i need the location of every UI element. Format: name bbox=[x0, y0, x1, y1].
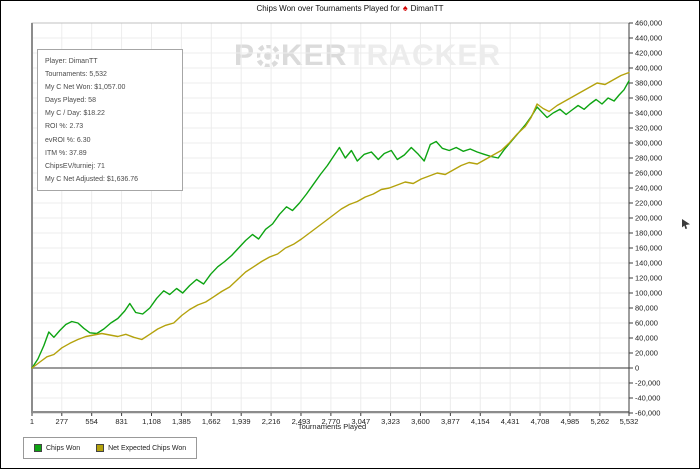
x-tick-label: 4,431 bbox=[501, 417, 520, 426]
y-tick-label: 160,000 bbox=[635, 244, 662, 253]
y-tick-label: 420,000 bbox=[635, 49, 662, 58]
x-tick-label: 277 bbox=[56, 417, 69, 426]
y-tick-label: 260,000 bbox=[635, 169, 662, 178]
legend-box: Chips Won Net Expected Chips Won bbox=[23, 437, 198, 459]
y-tick-label: 0 bbox=[635, 364, 639, 373]
stats-row: ROI %: 2.73 bbox=[45, 123, 84, 131]
pokertracker-watermark: P KER TRACKER bbox=[234, 41, 501, 71]
x-tick-label: 1 bbox=[30, 417, 34, 426]
y-tick-label: 120,000 bbox=[635, 274, 662, 283]
stats-row: Days Played: 58 bbox=[45, 97, 96, 105]
stats-row: ChipsEV/turniej: 71 bbox=[45, 162, 105, 170]
stats-row: evROI %: 6.30 bbox=[45, 136, 91, 144]
poker-chip-icon bbox=[257, 45, 280, 67]
stats-row: My C Net Adjusted: $1,636.76 bbox=[45, 175, 138, 183]
x-tick-label: 1,939 bbox=[232, 417, 251, 426]
legend-item-chips-won[interactable]: Chips Won bbox=[34, 444, 80, 452]
x-tick-label: 2,493 bbox=[292, 417, 311, 426]
y-tick-label: 140,000 bbox=[635, 259, 662, 268]
stats-summary-box: Player: DimanTT Tournaments: 5,532 My C Ne… bbox=[37, 49, 183, 191]
stats-row: My C Net Won: $1,057.00 bbox=[45, 84, 126, 92]
y-tick-label: 280,000 bbox=[635, 154, 662, 163]
y-tick-label: 460,000 bbox=[635, 19, 662, 28]
x-tick-label: 2,770 bbox=[321, 417, 340, 426]
x-tick-label: 554 bbox=[85, 417, 98, 426]
y-tick-label: 440,000 bbox=[635, 34, 662, 43]
x-tick-label: 4,985 bbox=[561, 417, 580, 426]
y-tick-label: 20,000 bbox=[635, 349, 658, 358]
x-tick-label: 5,262 bbox=[590, 417, 609, 426]
chart-title: Chips Won over Tournaments Played for ♠ … bbox=[1, 3, 699, 14]
legend-label: Net Expected Chips Won bbox=[108, 444, 187, 452]
y-tick-label: -40,000 bbox=[635, 394, 660, 403]
x-tick-label: 3,600 bbox=[411, 417, 430, 426]
y-tick-label: 100,000 bbox=[635, 289, 662, 298]
chart-title-text: Chips Won over Tournaments Played for bbox=[256, 4, 400, 13]
watermark-tracker: TRACKER bbox=[347, 39, 502, 72]
stats-row: ITM %: 37.89 bbox=[45, 149, 87, 157]
y-tick-label: 220,000 bbox=[635, 199, 662, 208]
y-tick-label: 80,000 bbox=[635, 304, 658, 313]
stats-row: Player: DimanTT bbox=[45, 58, 98, 65]
series-line-chips-won bbox=[31, 80, 630, 369]
y-tick-label: 380,000 bbox=[635, 79, 662, 88]
x-tick-label: 3,877 bbox=[441, 417, 460, 426]
y-tick-label: 300,000 bbox=[635, 139, 662, 148]
x-tick-label: 5,532 bbox=[620, 417, 639, 426]
x-tick-label: 1,662 bbox=[202, 417, 221, 426]
spade-icon: ♠ bbox=[402, 3, 408, 13]
y-tick-label: -60,000 bbox=[635, 409, 660, 418]
x-axis-title: Tournaments Played bbox=[297, 422, 367, 431]
y-tick-label: 320,000 bbox=[635, 124, 662, 133]
net-expected-swatch-icon bbox=[96, 444, 105, 452]
stats-row: My C / Day: $18.22 bbox=[45, 110, 105, 118]
y-tick-label: 360,000 bbox=[635, 94, 662, 103]
y-tick-label: 240,000 bbox=[635, 184, 662, 193]
y-tick-label: 200,000 bbox=[635, 214, 662, 223]
y-tick-label: 180,000 bbox=[635, 229, 662, 238]
y-tick-label: 60,000 bbox=[635, 319, 658, 328]
y-tick-label: 340,000 bbox=[635, 109, 662, 118]
legend-label: Chips Won bbox=[46, 444, 81, 452]
x-tick-label: 3,047 bbox=[351, 417, 370, 426]
y-tick-label: 400,000 bbox=[635, 64, 662, 73]
mouse-cursor bbox=[682, 219, 690, 229]
watermark-p: P bbox=[234, 39, 256, 72]
chart-title-player: DimanTT bbox=[410, 4, 444, 13]
x-tick-label: 4,154 bbox=[471, 417, 490, 426]
x-tick-label: 1,108 bbox=[142, 417, 161, 426]
chips-won-swatch-icon bbox=[34, 444, 42, 452]
watermark-ker: KER bbox=[281, 39, 348, 72]
x-tick-label: 4,708 bbox=[531, 417, 550, 426]
series-line-net-expected-chips-won bbox=[31, 71, 630, 369]
y-tick-label: -20,000 bbox=[635, 379, 660, 388]
stats-row: Tournaments: 5,532 bbox=[45, 71, 107, 79]
x-tick-label: 1,385 bbox=[172, 417, 191, 426]
legend-item-net-expected[interactable]: Net Expected Chips Won bbox=[96, 444, 186, 452]
x-tick-label: 2,216 bbox=[262, 417, 281, 426]
x-tick-label: 3,323 bbox=[381, 417, 400, 426]
x-tick-label: 831 bbox=[115, 417, 128, 426]
y-tick-label: 40,000 bbox=[635, 334, 658, 343]
